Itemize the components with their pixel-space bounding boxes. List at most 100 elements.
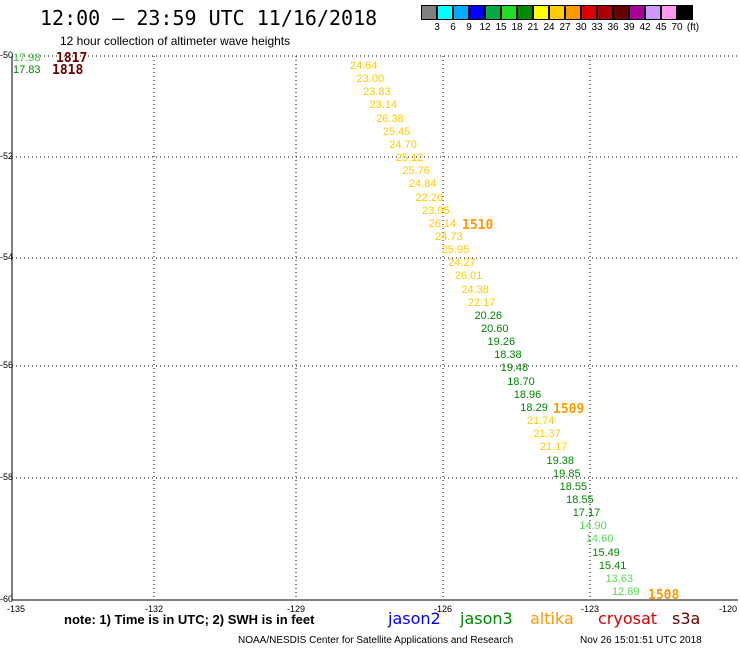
longitude-label: -120 [718, 604, 738, 614]
latitude-label: -56 [0, 360, 14, 370]
map-frame [11, 56, 738, 601]
footer-org: NOAA/NESDIS Center for Satellite Applica… [238, 635, 514, 646]
color-swatch [613, 5, 629, 20]
latitude-label: -52 [0, 151, 14, 161]
legend-cryosat: cryosat [598, 609, 658, 628]
color-swatch [661, 5, 677, 20]
wave-height-value: 14.90 [579, 520, 607, 533]
wave-height-value: 22.26 [415, 191, 444, 204]
latitude-label: -54 [0, 252, 14, 262]
wave-height-value: 21.74 [526, 415, 555, 428]
wave-height-value: 18.70 [507, 375, 535, 388]
color-swatch [453, 5, 469, 20]
color-swatch [533, 5, 549, 20]
color-swatch [517, 5, 533, 20]
wave-height-value: 17.17 [572, 507, 601, 520]
color-scale-label: 18 [511, 22, 523, 33]
map-subtitle: 12 hour collection of altimeter wave hei… [60, 34, 291, 48]
wave-height-value: 25.45 [382, 125, 411, 138]
wave-height-value: 23.83 [363, 86, 391, 99]
legend-jason3: jason3 [460, 609, 513, 628]
wave-height-value: 19.38 [546, 454, 575, 467]
wave-height-value: 21.37 [533, 428, 561, 441]
color-scale-label: 3 [434, 22, 440, 33]
color-swatch [501, 5, 517, 20]
wave-height-value: 13.63 [605, 572, 633, 585]
color-scale-legend: 3 6 9 12 15 18 21 24 27 30 33 36 39 42 45 70 (ft) [421, 5, 699, 34]
wave-height-value: 24.73 [435, 230, 463, 243]
color-scale-label: 30 [575, 22, 587, 33]
pass-number: 1817 [56, 51, 88, 66]
longitude-label: -123 [580, 604, 600, 614]
color-swatch [645, 5, 661, 20]
longitude-label: -126 [433, 604, 453, 614]
color-swatch [469, 5, 485, 20]
wave-height-value: 18.55 [559, 480, 588, 493]
wave-height-value: 19.26 [487, 336, 516, 349]
color-scale-label: 42 [639, 22, 651, 33]
wave-height-value: 18.55 [566, 493, 594, 506]
wave-height-value: 26.14 [428, 217, 457, 230]
wave-height-value: 20.60 [481, 323, 509, 335]
color-scale-label: 6 [450, 22, 456, 33]
wave-height-value: 23.00 [356, 73, 385, 86]
color-swatch [677, 5, 693, 20]
wave-height-value: 19.48 [500, 362, 529, 375]
latitude-label: -50 [0, 50, 14, 60]
color-scale-label: 36 [607, 22, 619, 33]
wave-height-value: 23.95 [422, 204, 450, 217]
color-swatch [421, 5, 437, 20]
color-swatch [597, 5, 613, 20]
wave-height-value: 18.29 [520, 401, 548, 414]
wave-height-value: 22.17 [467, 296, 496, 309]
color-scale-label: 21 [527, 22, 539, 33]
color-scale-label: 39 [623, 22, 635, 33]
wave-height-value: 23.14 [369, 99, 398, 112]
wave-height-value: 25.76 [402, 165, 430, 178]
wave-height-value: 24.64 [350, 60, 378, 72]
wave-height-value: 15.41 [598, 559, 627, 572]
longitude-label: -135 [6, 604, 26, 614]
color-swatch [565, 5, 581, 20]
color-scale-label: (ft) [686, 22, 700, 33]
color-scale-label: 24 [543, 22, 555, 33]
longitude-label: -129 [286, 604, 306, 614]
footer-timestamp: Nov 26 15:01:51 UTC 2018 [580, 635, 702, 646]
pass-number: 1510 [462, 218, 494, 233]
wave-height-value: 26.01 [454, 270, 483, 283]
color-swatch [629, 5, 645, 20]
wave-height-value: 24.27 [448, 257, 476, 270]
color-scale-label: 33 [591, 22, 603, 33]
color-swatch [437, 5, 453, 20]
wave-height-value: 19.85 [553, 467, 581, 480]
wave-height-value: 18.38 [494, 349, 522, 362]
wave-height-value: 12.89 [612, 586, 640, 598]
wave-height-value: 25.12 [395, 152, 424, 165]
wave-height-value: 15.49 [592, 546, 620, 559]
note-text: note: 1) Time is in UTC; 2) SWH is in fe… [64, 612, 315, 627]
wave-height-value: 24.84 [408, 178, 437, 191]
color-scale-label: 27 [559, 22, 571, 33]
pass-number: 1818 [52, 63, 84, 78]
legend-s3a: s3a [672, 609, 701, 628]
color-scale-label: 45 [655, 22, 667, 33]
color-scale-label: 15 [495, 22, 507, 33]
wave-height-value: 26.38 [376, 112, 404, 125]
latitude-label: -58 [0, 472, 14, 482]
wave-height-value: 17.83 [13, 64, 41, 76]
color-swatch [485, 5, 501, 20]
color-scale-label: 70 [671, 22, 683, 33]
longitude-label: -132 [144, 604, 164, 614]
color-swatch [581, 5, 597, 20]
color-swatch [549, 5, 565, 20]
wave-height-value: 18.96 [513, 388, 542, 401]
wave-height-value: 25.95 [441, 244, 470, 257]
latitude-label: -60 [0, 594, 14, 604]
pass-number: 1508 [648, 588, 680, 603]
wave-height-value: 24.38 [461, 283, 489, 296]
pass-number: 1509 [553, 402, 585, 417]
wave-height-value: 14.60 [585, 533, 614, 546]
legend-altika: altika [530, 609, 574, 628]
